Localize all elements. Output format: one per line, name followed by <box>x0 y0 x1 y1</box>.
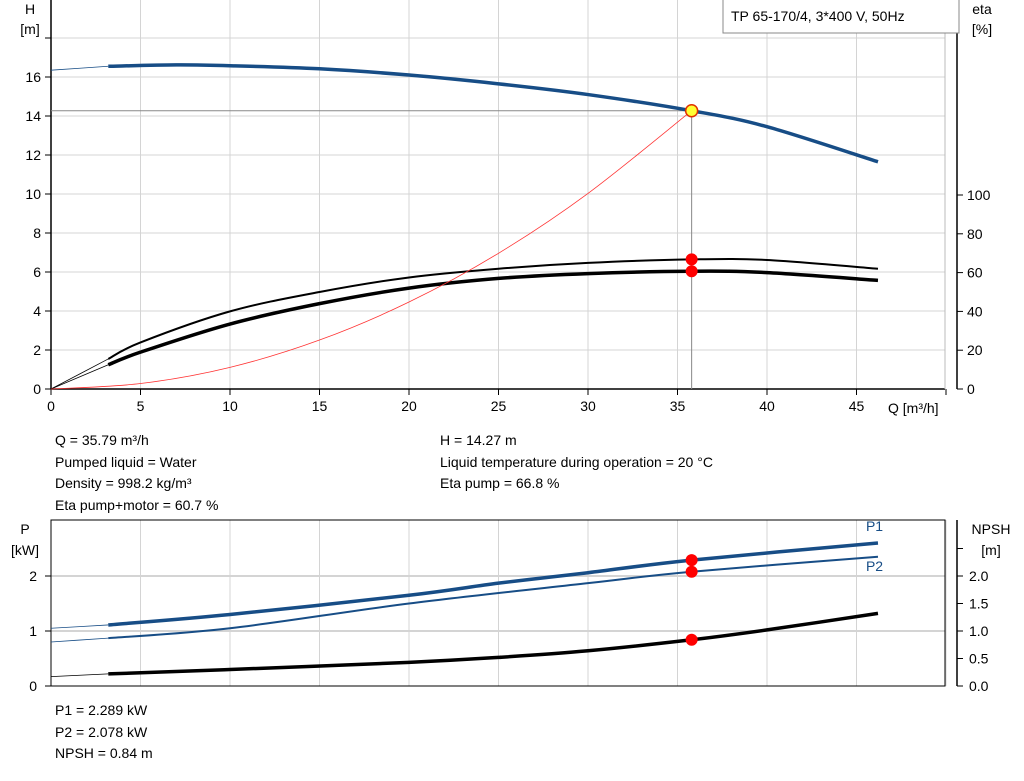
plot-border <box>50 519 946 687</box>
P1-operating-marker <box>685 554 698 567</box>
tick-label-y2: 60 <box>967 265 983 281</box>
tick-label-y: 4 <box>33 303 41 319</box>
tick-label-y: 14 <box>25 108 41 124</box>
info-flow: Q = 35.79 m³/h <box>55 432 149 448</box>
chart-title: TP 65-170/4, 3*400 V, 50Hz <box>731 8 905 24</box>
P2-curve-extrapolated <box>50 637 109 643</box>
NPSH-operating-marker <box>685 633 698 646</box>
info-eta-pump: Eta pump = 66.8 % <box>440 475 560 491</box>
NPSH-curve-extrapolated <box>50 673 109 678</box>
tick-label-x: 15 <box>312 398 328 414</box>
info-bottom: P1 = 2.289 kW P2 = 2.078 kW NPSH = 0.84 … <box>55 700 153 765</box>
info-p2: P2 = 2.078 kW <box>55 723 148 740</box>
tick-label-x: 40 <box>759 398 775 414</box>
eta_total-curve-extrapolated <box>50 364 109 390</box>
tick-label-y2: 0.0 <box>969 678 989 694</box>
tick-label-y: 16 <box>25 69 41 85</box>
y2-axis-title: NPSH <box>972 521 1011 537</box>
info-p1: P1 = 2.289 kW <box>55 702 148 718</box>
P1-curve-extrapolated <box>50 624 109 629</box>
tick-label-y: 10 <box>25 186 41 202</box>
P1-curve <box>108 541 879 627</box>
tick-label-y2: 40 <box>967 303 983 319</box>
tick-label-y: 0 <box>33 381 41 397</box>
tick-label-x: 20 <box>401 398 417 414</box>
H-curve <box>108 63 879 164</box>
info-top-right: H = 14.27 m Liquid temperature during op… <box>440 430 713 495</box>
info-liquid: Pumped liquid = Water <box>55 453 197 470</box>
eta_pump-curve-extrapolated <box>50 358 109 390</box>
tick-label-x: 10 <box>222 398 238 414</box>
y2-axis-title: eta <box>972 1 992 17</box>
tick-label-y: 1 <box>29 623 37 639</box>
tick-label-x: 45 <box>849 398 865 414</box>
tick-label-x: 5 <box>137 398 145 414</box>
head-operating-marker <box>684 103 699 118</box>
tick-label-y2: 20 <box>967 342 983 358</box>
tick-label-x: 30 <box>580 398 596 414</box>
tick-label-y2: 2.0 <box>969 568 989 584</box>
eta-total-operating-marker <box>685 265 698 278</box>
tick-label-y2: 0.5 <box>969 651 989 667</box>
tick-label-y: 12 <box>25 147 41 163</box>
info-eta-total: Eta pump+motor = 60.7 % <box>55 496 219 513</box>
H-curve-extrapolated <box>50 65 109 71</box>
x-axis-title: Q [m³/h] <box>888 400 939 416</box>
tick-label-y: 8 <box>33 225 41 241</box>
tick-label-x: 35 <box>670 398 686 414</box>
eta-pump-operating-marker <box>685 253 698 266</box>
tick-label-y: 6 <box>33 264 41 280</box>
info-temperature: Liquid temperature during operation = 20… <box>440 453 713 470</box>
y-axis-title: P <box>20 521 29 537</box>
tick-label-y: 2 <box>29 568 37 584</box>
eta_total-curve <box>107 269 879 367</box>
tick-label-y2: 80 <box>967 226 983 242</box>
P2-operating-marker <box>685 565 698 578</box>
tick-label-y2: 100 <box>967 187 991 203</box>
info-head: H = 14.27 m <box>440 432 517 448</box>
y-axis-unit: [m] <box>20 21 39 37</box>
legend-P1: P1 <box>866 518 883 534</box>
P2-curve <box>108 555 879 640</box>
title-box <box>722 0 960 34</box>
system-curve <box>50 110 692 390</box>
tick-label-x: 25 <box>491 398 507 414</box>
tick-label-x: 0 <box>47 398 55 414</box>
info-top-left: Q = 35.79 m³/h Pumped liquid = Water Den… <box>55 430 218 516</box>
tick-label-y: 0 <box>29 678 37 694</box>
y-axis-unit: [kW] <box>11 542 39 558</box>
tick-label-y: 2 <box>33 342 41 358</box>
tick-label-y2: 1.0 <box>969 623 989 639</box>
tick-label-y2: 1.5 <box>969 596 989 612</box>
info-npsh: NPSH = 0.84 m <box>55 745 153 761</box>
y-axis-title: H <box>25 1 35 17</box>
y2-axis-unit: [m] <box>981 542 1000 558</box>
y2-axis-unit: [%] <box>972 21 992 37</box>
info-density: Density = 998.2 kg/m³ <box>55 475 192 491</box>
NPSH-curve <box>108 611 879 676</box>
legend-P2: P2 <box>866 558 883 574</box>
tick-label-y2: 0 <box>967 381 975 397</box>
